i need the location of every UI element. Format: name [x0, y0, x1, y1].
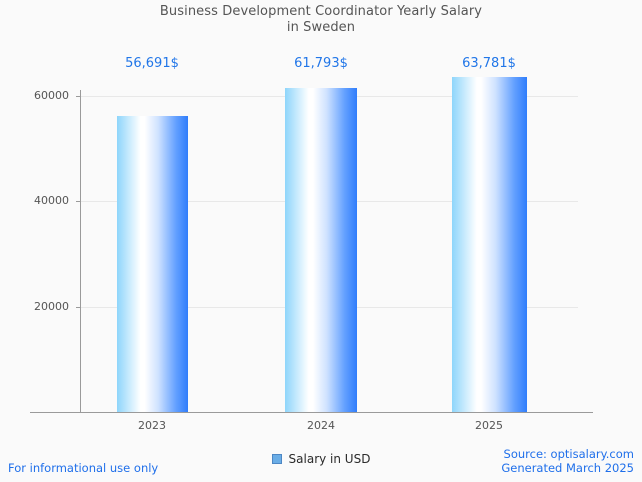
source-block: Source: optisalary.com Generated March 2…	[501, 447, 634, 475]
x-axis-line	[30, 412, 593, 413]
y-axis-tick-label: 20000	[34, 300, 69, 313]
bar-value-2025: 63,781$	[462, 56, 516, 71]
y-axis-tick-20000: 20000	[0, 300, 69, 313]
y-axis-tick-label: 40000	[34, 194, 69, 207]
bar-2025[interactable]	[452, 77, 527, 412]
x-axis-label-2023: 2023	[138, 419, 166, 432]
legend-swatch-icon	[271, 454, 282, 464]
y-axis-line	[80, 90, 81, 413]
y-axis-tick-60000: 60000	[0, 89, 69, 102]
source-label: Source: optisalary.com	[503, 447, 634, 461]
bar-value-2023: 56,691$	[125, 56, 179, 71]
bar-2024[interactable]	[285, 88, 357, 412]
y-tick-mark-60000	[76, 96, 81, 97]
generated-label: Generated March 2025	[501, 461, 634, 475]
y-axis-tick-label: 60000	[34, 89, 69, 102]
chart-legend: Salary in USD	[0, 452, 642, 466]
bar-value-2024: 61,793$	[294, 56, 348, 71]
disclaimer-note: For informational use only	[8, 461, 159, 475]
y-tick-mark-40000	[76, 201, 81, 202]
x-axis-label-2025: 2025	[475, 419, 503, 432]
x-axis-label-2024: 2024	[307, 419, 335, 432]
legend-item-label[interactable]: Salary in USD	[288, 452, 371, 466]
chart-title: Business Development Coordinator Yearly …	[159, 4, 483, 35]
bar-2023[interactable]	[117, 116, 188, 412]
y-axis-tick-40000: 40000	[0, 194, 69, 207]
y-tick-mark-20000	[76, 307, 81, 308]
